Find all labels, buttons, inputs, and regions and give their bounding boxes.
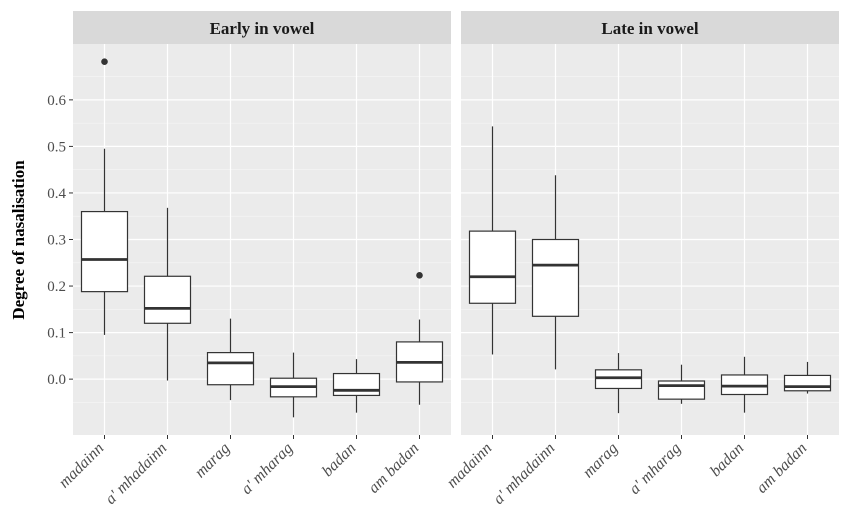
box-iqr	[783, 374, 832, 392]
box-1	[143, 207, 192, 381]
box-iqr	[657, 380, 706, 400]
box-3	[269, 352, 318, 418]
box-5	[783, 361, 832, 394]
y-tick-label: 0.3	[47, 233, 66, 249]
x-tick-label: am badan	[365, 440, 422, 497]
panel-early: Early in vowel 0.0 0.1 0.2 0.3 0.4 0.5 0.6 madai…	[47, 11, 451, 508]
y-tick-label: 0.6	[47, 93, 66, 109]
outlier-point	[101, 58, 108, 65]
box-5	[395, 272, 444, 405]
x-tick-label: a' mhadainn	[102, 440, 170, 508]
box-4	[332, 359, 381, 413]
box-3	[657, 364, 706, 404]
x-tick-label: badan	[319, 440, 359, 480]
outlier-point	[416, 272, 423, 279]
box-2	[206, 318, 255, 401]
box-iqr	[143, 275, 192, 324]
y-tick-label: 0.4	[47, 186, 66, 202]
y-axis-label: Degree of nasalisation	[9, 160, 28, 320]
panel-title: Early in vowel	[210, 19, 315, 38]
box-1	[531, 175, 580, 370]
y-tick-label: 0.2	[47, 279, 66, 295]
y-tick-label: 0.5	[47, 139, 66, 155]
panel-strip	[461, 11, 839, 44]
chart-panels: Early in vowel 0.0 0.1 0.2 0.3 0.4 0.5 0.6 madai…	[47, 11, 839, 508]
box-iqr	[332, 372, 381, 397]
box-4	[720, 356, 769, 413]
box-iqr	[468, 230, 517, 304]
x-tick-label: a' mharag	[626, 440, 684, 498]
y-tick-label: 0.1	[47, 326, 66, 342]
box-iqr	[206, 352, 255, 386]
panel-title: Late in vowel	[601, 19, 699, 38]
x-tick-label: a' mharag	[238, 440, 296, 498]
box-2	[594, 353, 643, 414]
box-0	[468, 126, 517, 355]
x-tick-label: badan	[707, 440, 747, 480]
box-iqr	[531, 238, 580, 317]
box-iqr	[80, 210, 129, 293]
x-tick-label: marag	[580, 440, 622, 482]
x-tick-label: marag	[192, 440, 234, 482]
x-tick-label: madainn	[444, 440, 496, 492]
x-tick-label: am badan	[753, 440, 810, 497]
box-0	[80, 58, 129, 335]
panel-strip	[73, 11, 451, 44]
x-tick-label: a' mhadainn	[490, 440, 558, 508]
y-tick-label: 0.0	[47, 372, 66, 388]
x-tick-label: madainn	[56, 440, 108, 492]
